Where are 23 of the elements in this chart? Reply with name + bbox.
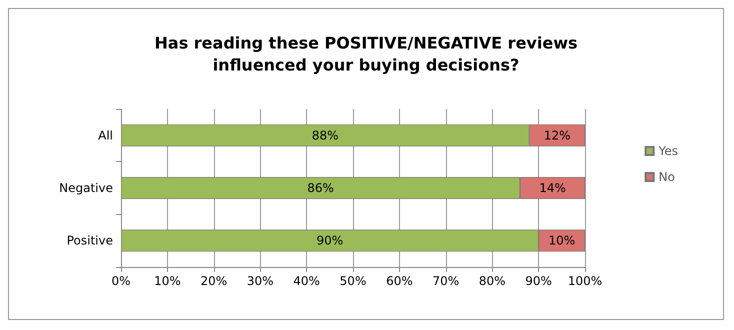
chart-title: Has reading these POSITIVE/NEGATIVE reviews influenced your buying decisions? [154, 34, 578, 74]
x-tick-label: 10% [154, 274, 181, 288]
x-tick-label: 0% [111, 274, 131, 288]
x-tick-label: 30% [246, 274, 274, 288]
x-tick-label: 80% [478, 274, 506, 288]
data-label: 10% [548, 234, 576, 248]
x-tick-label: 50% [340, 274, 366, 288]
x-tick-label: 90% [525, 274, 552, 288]
data-label: 14% [539, 181, 566, 195]
y-tick-label: Positive [66, 234, 113, 248]
data-label: 88% [312, 128, 338, 142]
y-tick-label: Negative [59, 181, 113, 195]
x-tick-label: 100% [568, 274, 602, 288]
x-tick-label: 40% [293, 274, 320, 288]
data-label: 90% [316, 234, 344, 248]
data-label: 86% [307, 181, 334, 195]
x-tick-label: 20% [200, 274, 228, 288]
y-tick-label: All [98, 128, 113, 142]
x-tick-label: 70% [432, 274, 460, 288]
x-tick-label: 60% [386, 274, 413, 288]
legend-label: No [658, 170, 675, 184]
legend-label: Yes [658, 144, 678, 158]
data-label: 12% [544, 128, 570, 142]
